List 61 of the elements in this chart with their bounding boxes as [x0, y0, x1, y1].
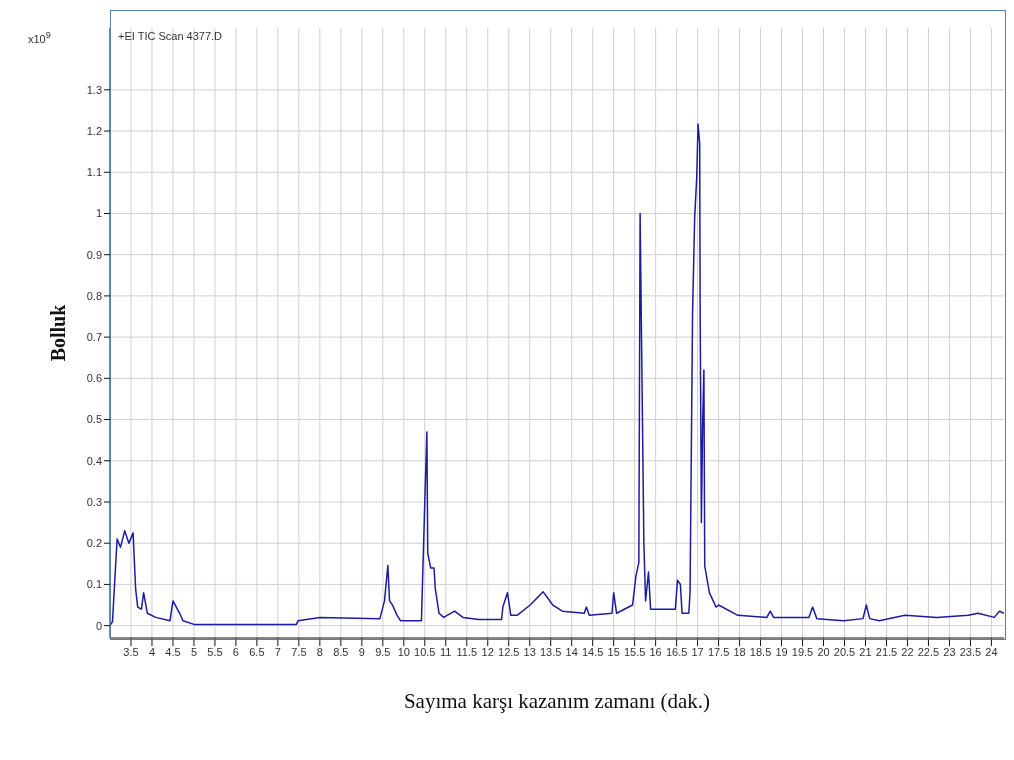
x-tick-label: 16.5: [665, 645, 688, 658]
y-tick-label: 0.9: [86, 248, 102, 261]
y-tick-label: 0.2: [86, 537, 102, 550]
x-tick-label: 24: [985, 645, 998, 658]
x-tick-label: 12.5: [498, 645, 520, 658]
x-tick-label: 18.5: [749, 645, 772, 658]
x-tick-label: 9: [358, 645, 365, 658]
x-tick-label: 9.5: [375, 645, 391, 658]
x-tick-label: 20.5: [833, 645, 856, 658]
x-tick-label: 11.5: [456, 645, 478, 658]
annotation: +EI TIC Scan 4377.D: [118, 30, 223, 42]
x-tick-label: 6: [232, 645, 239, 658]
line-series: [110, 123, 1004, 627]
x-tick-label: 14: [565, 645, 578, 658]
y-tick-label: 0: [95, 619, 102, 632]
x-tick-label: 7.5: [291, 645, 307, 658]
y-tick-label: 0.7: [86, 331, 102, 344]
x-tick-label: 5.5: [207, 645, 223, 658]
y-axis-title: Bolluk: [47, 303, 70, 362]
x-tick-label: 22: [901, 645, 914, 658]
x-tick-label: 20: [817, 645, 830, 658]
x-tick-label: 15: [607, 645, 620, 658]
x-tick-label: 10.5: [414, 645, 436, 658]
x-tick-label: 17.5: [707, 645, 730, 658]
x-tick-label: 12: [481, 645, 494, 658]
x-tick-label: 19: [775, 645, 788, 658]
y-tick-label: 1.1: [86, 166, 102, 179]
x-tick-label: 10: [397, 645, 410, 658]
y-tick-label: 0.1: [86, 578, 102, 591]
y-tick-label: 0.6: [86, 372, 102, 385]
x-tick-label: 22.5: [917, 645, 940, 658]
x-tick-label: 13.5: [539, 645, 562, 658]
x-tick-label: 3.5: [123, 645, 139, 658]
x-tick-label: 14.5: [581, 645, 604, 658]
x-tick-label: 18: [733, 645, 746, 658]
x-tick-label: 17: [691, 645, 704, 658]
x-axis-title: Sayıma karşı kazanım zamanı (dak.): [403, 689, 711, 713]
x-tick-label: 23.5: [959, 645, 982, 658]
text: x10$^{9}$: [28, 30, 51, 45]
x-tick-label: 16: [649, 645, 662, 658]
x-tick-label: 21.5: [875, 645, 898, 658]
y-tick-label: 0.8: [86, 289, 102, 302]
x-tick-label: 4.5: [165, 645, 181, 658]
y-tick-label: 0.3: [86, 495, 102, 508]
x-tick-label: 21: [859, 645, 872, 658]
x-tick-label: 4: [148, 645, 156, 658]
x-tick-label: 8.5: [333, 645, 349, 658]
y-tick-label: 1: [95, 207, 102, 220]
x-tick-label: 6.5: [249, 645, 265, 658]
y-tick-label: 1.3: [86, 83, 102, 96]
x-tick-label: 5: [190, 645, 198, 658]
y-tick-label: 0.5: [86, 413, 102, 426]
x-tick-label: 8: [316, 645, 323, 658]
x-tick-label: 15.5: [623, 645, 646, 658]
x-tick-label: 7: [274, 645, 281, 658]
x-tick-label: 23: [943, 645, 956, 658]
x-tick-label: 13: [523, 645, 536, 658]
x-tick-label: 11: [440, 645, 452, 658]
y-tick-label: 0.4: [86, 454, 102, 467]
x-tick-label: 19.5: [791, 645, 814, 658]
y-tick-label: 1.2: [86, 124, 102, 137]
